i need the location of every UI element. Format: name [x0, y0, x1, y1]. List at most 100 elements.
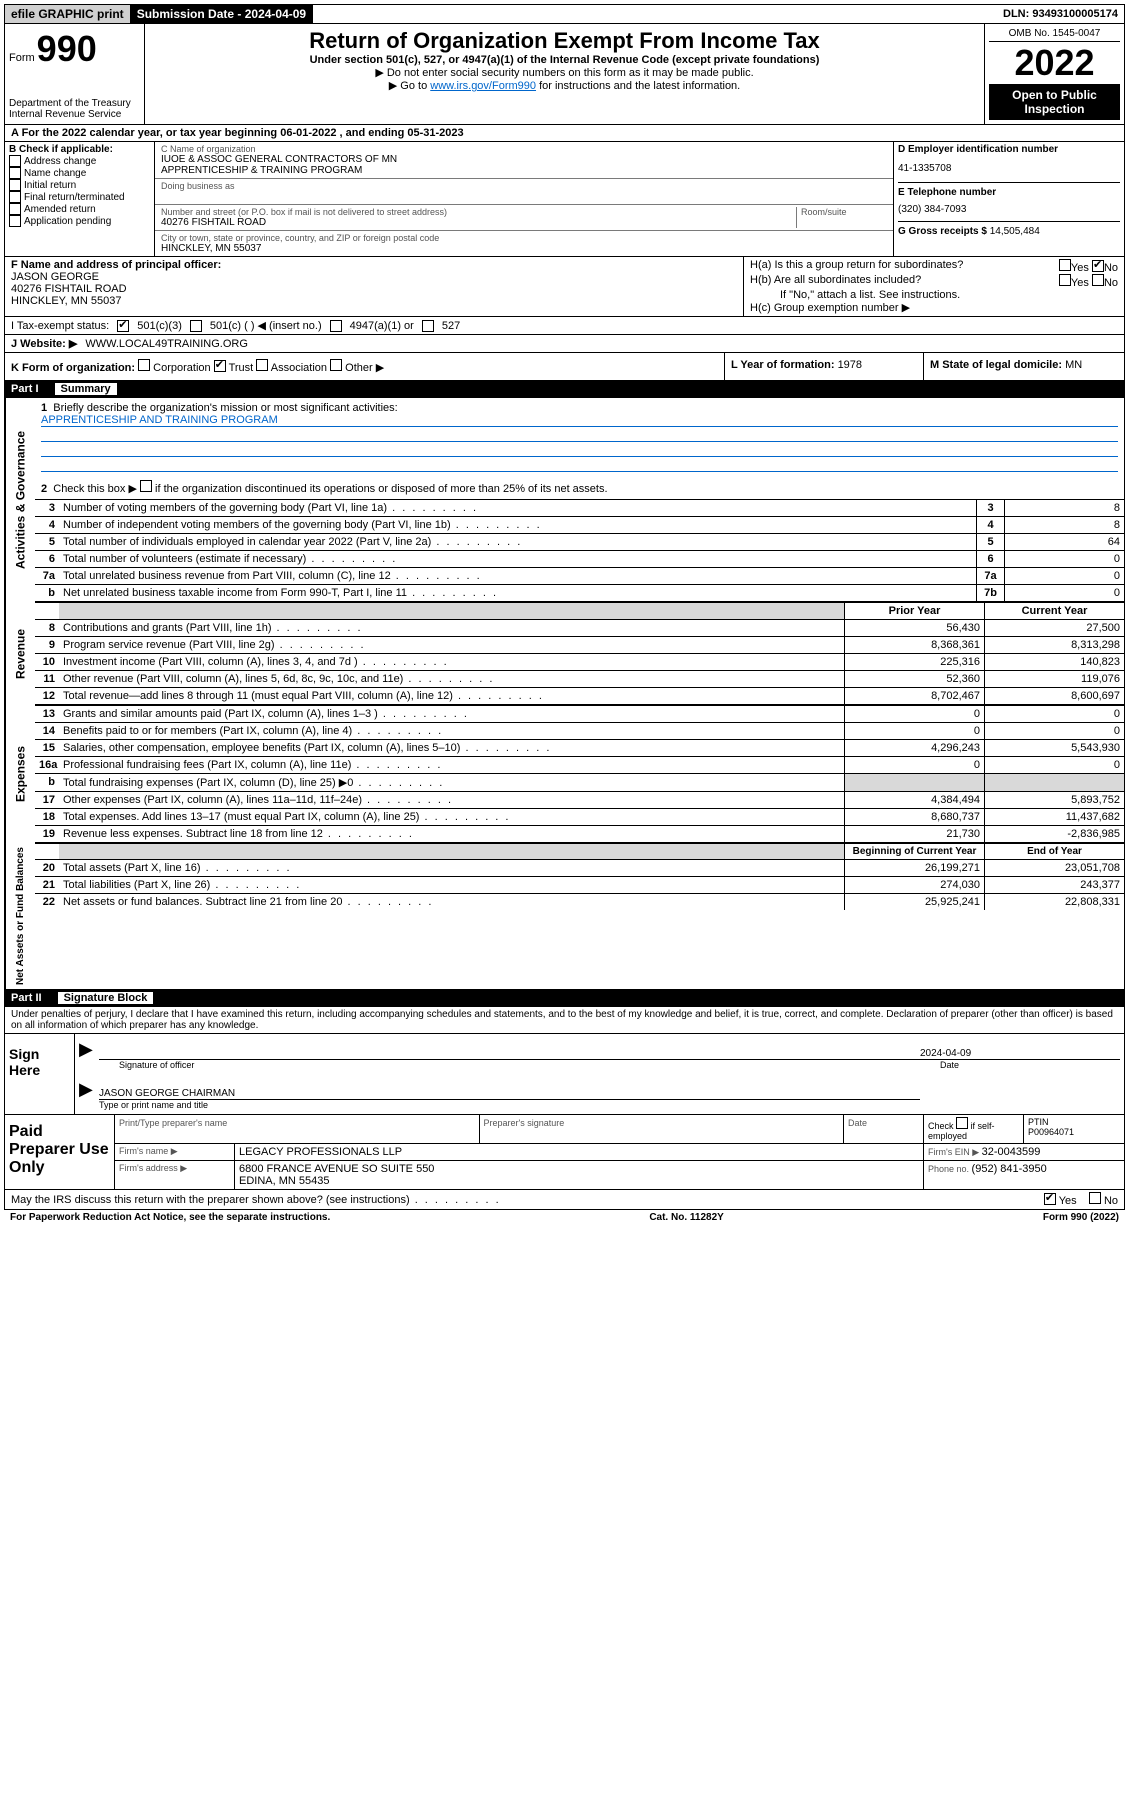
cb-address-change[interactable] — [9, 155, 21, 167]
cb-501c3[interactable] — [117, 320, 129, 332]
open-public-badge: Open to Public Inspection — [989, 84, 1120, 120]
label-governance: Activities & Governance — [5, 398, 35, 602]
omb-number: OMB No. 1545-0047 — [989, 28, 1120, 42]
col-c-org-info: C Name of organization IUOE & ASSOC GENE… — [155, 142, 894, 256]
summary-row: 12Total revenue—add lines 8 through 11 (… — [35, 687, 1124, 704]
cb-initial-return[interactable] — [9, 179, 21, 191]
officer-name: JASON GEORGE — [11, 271, 737, 283]
cb-other[interactable] — [330, 359, 342, 371]
cb-irs-yes[interactable] — [1044, 1193, 1056, 1205]
cb-trust[interactable] — [214, 360, 226, 372]
summary-row: 21Total liabilities (Part X, line 26)274… — [35, 876, 1124, 893]
cb-corporation[interactable] — [138, 359, 150, 371]
instruction-1: ▶ Do not enter social security numbers o… — [149, 66, 980, 79]
cb-hb-yes[interactable] — [1059, 274, 1071, 286]
summary-row: 10Investment income (Part VIII, column (… — [35, 653, 1124, 670]
row-f: F Name and address of principal officer:… — [4, 257, 1125, 317]
cb-amended[interactable] — [9, 203, 21, 215]
org-name-1: IUOE & ASSOC GENERAL CONTRACTORS OF MN — [161, 154, 887, 165]
mission-text: APPRENTICESHIP AND TRAINING PROGRAM — [41, 414, 1118, 427]
cb-name-change[interactable] — [9, 167, 21, 179]
penalties-text: Under penalties of perjury, I declare th… — [4, 1007, 1125, 1034]
cb-irs-no[interactable] — [1089, 1192, 1101, 1204]
label-revenue: Revenue — [5, 602, 35, 705]
summary-row: 13Grants and similar amounts paid (Part … — [35, 705, 1124, 722]
ein-value: 41-1335708 — [898, 163, 951, 174]
website-value: WWW.LOCAL49TRAINING.ORG — [85, 338, 248, 350]
summary-row: 17Other expenses (Part IX, column (A), l… — [35, 791, 1124, 808]
phone-value: (320) 384-7093 — [898, 204, 966, 215]
part-ii-header: Part II Signature Block — [4, 990, 1125, 1007]
dln: DLN: 93493100005174 — [997, 6, 1124, 22]
cb-hb-no[interactable] — [1092, 274, 1104, 286]
row-a-tax-year: A For the 2022 calendar year, or tax yea… — [4, 125, 1125, 142]
irs-discuss-row: May the IRS discuss this return with the… — [4, 1190, 1125, 1210]
label-netassets: Net Assets or Fund Balances — [5, 843, 35, 989]
firm-address-2: EDINA, MN 55435 — [239, 1175, 919, 1187]
summary-row: bTotal fundraising expenses (Part IX, co… — [35, 773, 1124, 791]
paid-preparer-block: Paid Preparer Use Only Print/Type prepar… — [4, 1115, 1125, 1190]
instruction-2: ▶ Go to www.irs.gov/Form990 for instruct… — [149, 79, 980, 92]
section-bcd: B Check if applicable: Address change Na… — [4, 142, 1125, 257]
firm-ein: 32-0043599 — [982, 1146, 1041, 1158]
org-name-2: APPRENTICESHIP & TRAINING PROGRAM — [161, 165, 887, 176]
summary-row: bNet unrelated business taxable income f… — [35, 584, 1124, 601]
summary-row: 6Total number of volunteers (estimate if… — [35, 550, 1124, 567]
cb-discontinued[interactable] — [140, 480, 152, 492]
arrow-icon: ▶ — [79, 1039, 99, 1060]
summary-row: 5Total number of individuals employed in… — [35, 533, 1124, 550]
header-left: Form 990 Department of the Treasury Inte… — [5, 24, 145, 124]
summary-row: 15Salaries, other compensation, employee… — [35, 739, 1124, 756]
cb-527[interactable] — [422, 320, 434, 332]
form-number: 990 — [37, 28, 97, 70]
cb-ha-yes[interactable] — [1059, 259, 1071, 271]
cat-no: Cat. No. 11282Y — [649, 1212, 723, 1223]
arrow-icon: ▶ — [79, 1079, 99, 1100]
summary-row: 22Net assets or fund balances. Subtract … — [35, 893, 1124, 910]
cb-ha-no[interactable] — [1092, 260, 1104, 272]
ptin-value: P00964071 — [1028, 1127, 1120, 1137]
form-header: Form 990 Department of the Treasury Inte… — [4, 24, 1125, 125]
form-ref: Form 990 (2022) — [1043, 1212, 1119, 1223]
summary-row: 4Number of independent voting members of… — [35, 516, 1124, 533]
firm-name: LEGACY PROFESSIONALS LLP — [235, 1144, 924, 1160]
col-d-ein: D Employer identification number 41-1335… — [894, 142, 1124, 256]
summary-table: Activities & Governance 1 Briefly descri… — [4, 398, 1125, 990]
summary-row: 11Other revenue (Part VIII, column (A), … — [35, 670, 1124, 687]
cb-final-return[interactable] — [9, 191, 21, 203]
top-bar: efile GRAPHIC print Submission Date - 20… — [4, 4, 1125, 24]
summary-row: 14Benefits paid to or for members (Part … — [35, 722, 1124, 739]
year-formation: 1978 — [838, 359, 862, 371]
summary-row: 8Contributions and grants (Part VIII, li… — [35, 619, 1124, 636]
efile-button[interactable]: efile GRAPHIC print — [5, 5, 131, 23]
col-b-checkboxes: B Check if applicable: Address change Na… — [5, 142, 155, 256]
city-state-zip: HINCKLEY, MN 55037 — [161, 243, 887, 254]
row-j-website: J Website: ▶ WWW.LOCAL49TRAINING.ORG — [4, 335, 1125, 353]
state-domicile: MN — [1065, 359, 1082, 371]
form-title: Return of Organization Exempt From Incom… — [149, 28, 980, 54]
street-address: 40276 FISHTAIL ROAD — [161, 217, 796, 228]
cb-application-pending[interactable] — [9, 215, 21, 227]
submission-date-pill: Submission Date - 2024-04-09 — [131, 5, 313, 23]
cb-self-employed[interactable] — [956, 1117, 968, 1129]
header-right: OMB No. 1545-0047 2022 Open to Public In… — [984, 24, 1124, 124]
label-expenses: Expenses — [5, 705, 35, 843]
row-i-tax-status: I Tax-exempt status: 501(c)(3) 501(c) ( … — [4, 317, 1125, 335]
irs-link[interactable]: www.irs.gov/Form990 — [430, 80, 536, 92]
tax-year: 2022 — [989, 42, 1120, 84]
form-word: Form — [9, 52, 35, 64]
cb-501c[interactable] — [190, 320, 202, 332]
row-k: K Form of organization: Corporation Trus… — [4, 353, 1125, 381]
gross-receipts: 14,505,484 — [990, 226, 1040, 237]
cb-4947[interactable] — [330, 320, 342, 332]
header-center: Return of Organization Exempt From Incom… — [145, 24, 984, 124]
summary-row: 19Revenue less expenses. Subtract line 1… — [35, 825, 1124, 842]
part-i-header: Part I Summary — [4, 381, 1125, 398]
officer-name-title: JASON GEORGE CHAIRMAN — [99, 1078, 920, 1100]
summary-row: 18Total expenses. Add lines 13–17 (must … — [35, 808, 1124, 825]
firm-address-1: 6800 FRANCE AVENUE SO SUITE 550 — [239, 1163, 919, 1175]
cb-association[interactable] — [256, 359, 268, 371]
footer: For Paperwork Reduction Act Notice, see … — [4, 1210, 1125, 1225]
summary-row: 9Program service revenue (Part VIII, lin… — [35, 636, 1124, 653]
summary-row: 20Total assets (Part X, line 16)26,199,2… — [35, 859, 1124, 876]
